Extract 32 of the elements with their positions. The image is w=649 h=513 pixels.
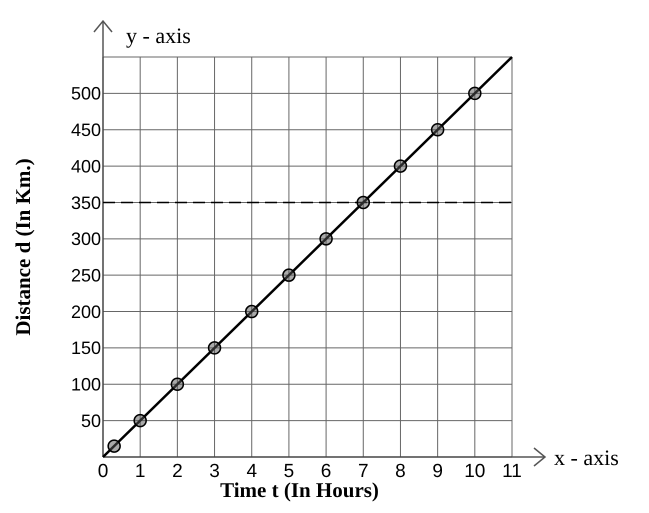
text: y - axis: [126, 23, 191, 48]
y-tick-label: 200: [70, 302, 101, 322]
x-tick-label: 3: [209, 461, 220, 482]
x-tick-label: 0: [98, 461, 108, 482]
point: [282, 268, 296, 282]
point: [430, 122, 444, 136]
y-tick-label: 350: [70, 192, 101, 213]
x-tick-label: 8: [395, 461, 406, 482]
y-tick-label: 300: [70, 229, 101, 250]
y-tick-label: 400: [70, 156, 101, 176]
y-tick-label: 50: [80, 410, 101, 431]
point: [394, 159, 408, 173]
point: [208, 341, 222, 355]
point: [107, 439, 121, 453]
y-tick-label: 250: [70, 265, 101, 286]
point: [170, 378, 184, 392]
point: [244, 304, 258, 318]
x-tick-label: 10: [464, 461, 486, 482]
x-tick-label: 2: [172, 461, 183, 482]
point: [133, 414, 147, 428]
point: [319, 232, 333, 246]
y-tick-label: 450: [70, 120, 101, 140]
y-tick-label: 500: [70, 84, 101, 104]
x-tick-label: 1: [134, 461, 146, 482]
y-axis-title: Distance d (In Km.): [11, 158, 35, 336]
point: [468, 86, 482, 100]
y-tick-label: 150: [70, 338, 101, 358]
y-tick-label: 100: [70, 374, 101, 395]
x-tick-label: 9: [432, 461, 443, 482]
x-tick-label: 11: [502, 461, 522, 482]
text: x - axis: [554, 445, 619, 470]
point: [356, 196, 370, 210]
